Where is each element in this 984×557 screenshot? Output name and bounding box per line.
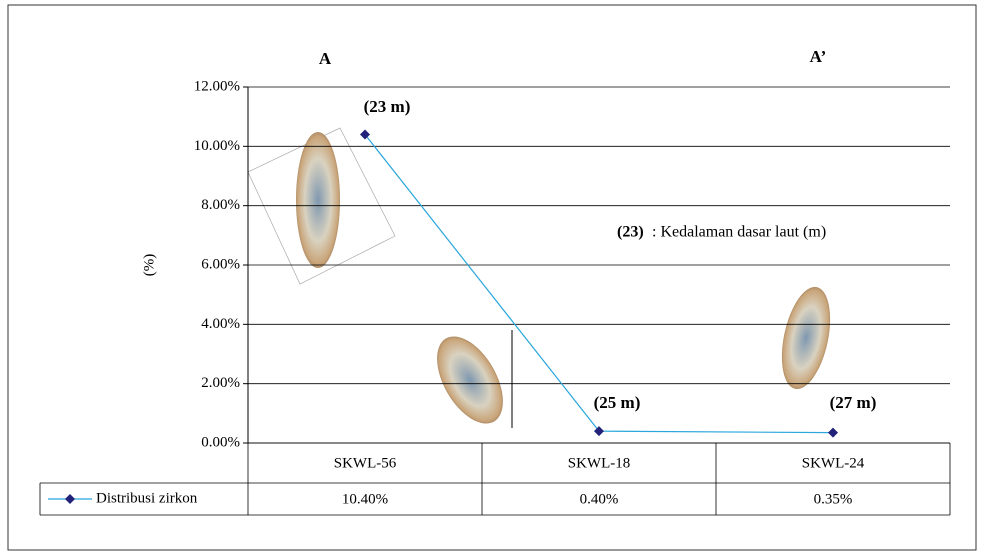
table-value: 0.40% bbox=[580, 491, 619, 507]
y-tick-label: 12.00% bbox=[194, 78, 240, 94]
point-label: (27 m) bbox=[830, 393, 877, 412]
note-key: (23) bbox=[617, 224, 644, 241]
x-tick-label: SKWL-18 bbox=[568, 455, 631, 471]
table-value: 0.35% bbox=[814, 491, 853, 507]
y-tick-label: 4.00% bbox=[201, 316, 240, 332]
point-label: (25 m) bbox=[594, 393, 641, 412]
note-text: : Kedalaman dasar laut (m) bbox=[652, 224, 826, 241]
section-label: A bbox=[319, 49, 332, 68]
y-tick-label: 2.00% bbox=[201, 375, 240, 391]
section-label: A’ bbox=[810, 47, 827, 66]
table-value: 10.40% bbox=[342, 491, 388, 507]
legend-label: Distribusi zirkon bbox=[96, 490, 198, 506]
y-tick-label: 6.00% bbox=[201, 256, 240, 272]
y-tick-label: 8.00% bbox=[201, 197, 240, 213]
point-label: (23 m) bbox=[364, 97, 411, 116]
zircon-grain bbox=[296, 132, 340, 268]
x-tick-label: SKWL-24 bbox=[802, 455, 865, 471]
x-tick-label: SKWL-56 bbox=[334, 455, 397, 471]
page: {"chart_data":{"type":"line","categories… bbox=[0, 0, 984, 557]
y-tick-label: 0.00% bbox=[201, 434, 240, 450]
y-axis-label: (%) bbox=[141, 254, 157, 277]
chart: (%) (23) : Kedalaman dasar laut (m) 0.00… bbox=[0, 0, 984, 557]
y-tick-label: 10.00% bbox=[194, 138, 240, 154]
